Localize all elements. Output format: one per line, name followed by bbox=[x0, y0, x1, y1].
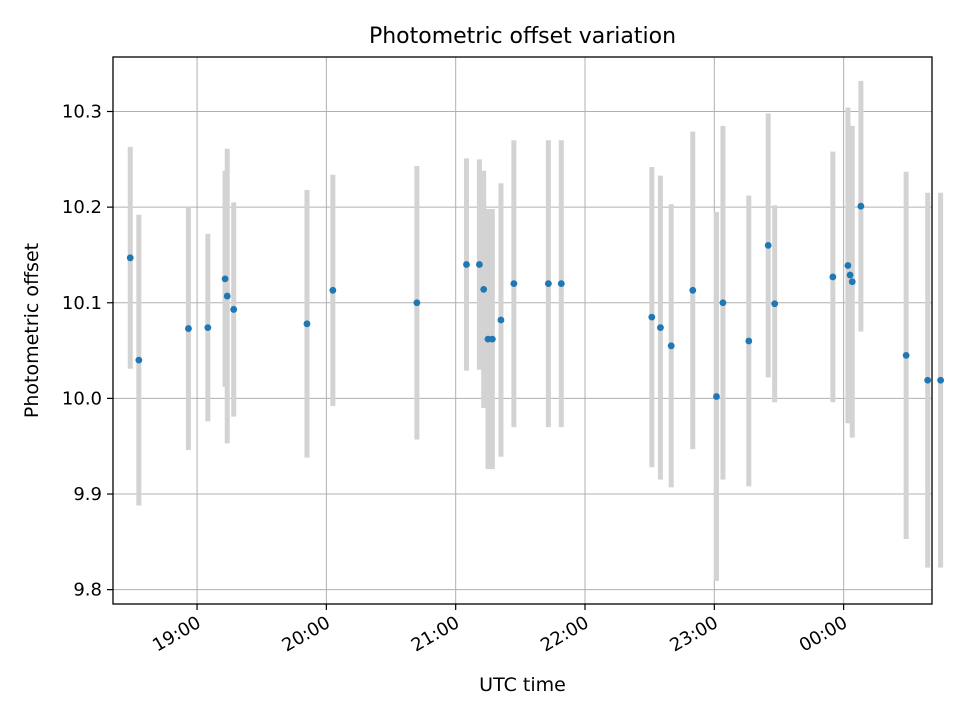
data-point bbox=[667, 342, 675, 350]
data-point bbox=[497, 316, 505, 324]
data-point bbox=[857, 202, 865, 210]
y-tick-label: 9.8 bbox=[73, 580, 102, 601]
data-point bbox=[413, 299, 421, 307]
data-point bbox=[126, 254, 134, 262]
chart-title: Photometric offset variation bbox=[369, 24, 676, 49]
data-point bbox=[648, 313, 656, 321]
data-point bbox=[204, 324, 212, 332]
data-point bbox=[719, 299, 727, 307]
data-point bbox=[230, 306, 238, 313]
data-point bbox=[135, 356, 143, 364]
data-point bbox=[488, 335, 496, 343]
data-point bbox=[480, 285, 488, 293]
data-point bbox=[764, 241, 772, 249]
y-tick-label: 9.9 bbox=[73, 484, 102, 505]
x-axis-label: UTC time bbox=[479, 674, 566, 696]
data-point bbox=[902, 351, 910, 359]
plot-frame bbox=[112, 56, 933, 605]
data-point bbox=[185, 325, 192, 332]
data-point bbox=[848, 278, 856, 286]
grid bbox=[113, 57, 932, 604]
data-point bbox=[713, 393, 720, 400]
data-point bbox=[689, 286, 697, 294]
data-point bbox=[557, 280, 565, 288]
data-point bbox=[844, 262, 852, 269]
data-point bbox=[846, 271, 854, 279]
data-point bbox=[937, 376, 945, 384]
y-tick-label: 10.2 bbox=[62, 197, 102, 218]
y-tick-label: 10.3 bbox=[62, 102, 102, 123]
data-points bbox=[126, 202, 945, 400]
data-point bbox=[771, 300, 779, 308]
data-point bbox=[221, 275, 229, 283]
data-point bbox=[329, 286, 337, 294]
data-point bbox=[657, 324, 664, 332]
data-point bbox=[829, 273, 837, 281]
data-point bbox=[544, 280, 552, 288]
y-tick-label: 10.1 bbox=[62, 293, 102, 314]
data-point bbox=[303, 320, 311, 328]
data-point bbox=[463, 261, 470, 268]
data-point bbox=[745, 337, 753, 345]
data-point bbox=[475, 261, 483, 268]
data-point bbox=[924, 376, 932, 384]
y-axis-label: Photometric offset bbox=[21, 243, 43, 418]
y-tick-label: 10.0 bbox=[62, 388, 102, 409]
data-point bbox=[510, 280, 518, 288]
data-point bbox=[223, 292, 231, 300]
